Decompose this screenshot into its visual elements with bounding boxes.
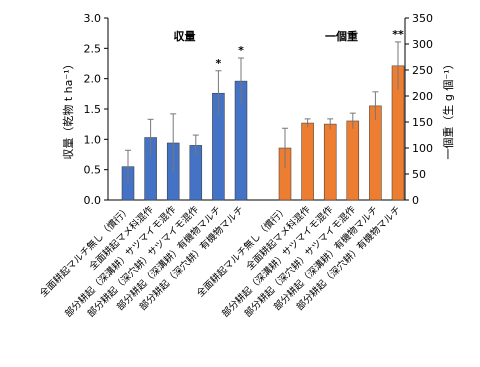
y-tick-label: 1.5: [84, 103, 102, 116]
y-tick-label: 0.5: [84, 164, 102, 177]
significance-marker: *: [238, 44, 244, 57]
y2-tick-label: 200: [412, 90, 433, 103]
y2-tick-label: 300: [412, 38, 433, 51]
significance-marker: **: [392, 28, 404, 41]
bar: [369, 105, 382, 201]
y2-tick-label: 50: [412, 168, 426, 181]
y2-axis-label: 一個重（生 g 個⁻¹）: [441, 58, 455, 159]
y2-tick-label: 100: [412, 142, 433, 155]
bar: [323, 123, 337, 201]
bar: [346, 120, 360, 201]
y2-tick-label: 150: [412, 116, 433, 129]
y-tick-label: 2.0: [84, 73, 102, 86]
y-tick-label: 3.0: [84, 12, 102, 25]
y-tick-label: 1.0: [84, 133, 102, 146]
y2-tick-label: 350: [412, 12, 433, 25]
y-axis-label: 収量（乾物 t ha⁻¹）: [61, 58, 75, 159]
significance-marker: *: [216, 57, 222, 70]
group-title: 一個重: [325, 29, 358, 43]
bar: [301, 122, 314, 201]
y-tick-label: 2.5: [84, 42, 102, 55]
group-title: 収量: [174, 30, 196, 43]
y-tick-label: 0.0: [84, 194, 102, 207]
y2-tick-label: 250: [412, 64, 433, 77]
y2-tick-label: 0: [412, 194, 419, 207]
